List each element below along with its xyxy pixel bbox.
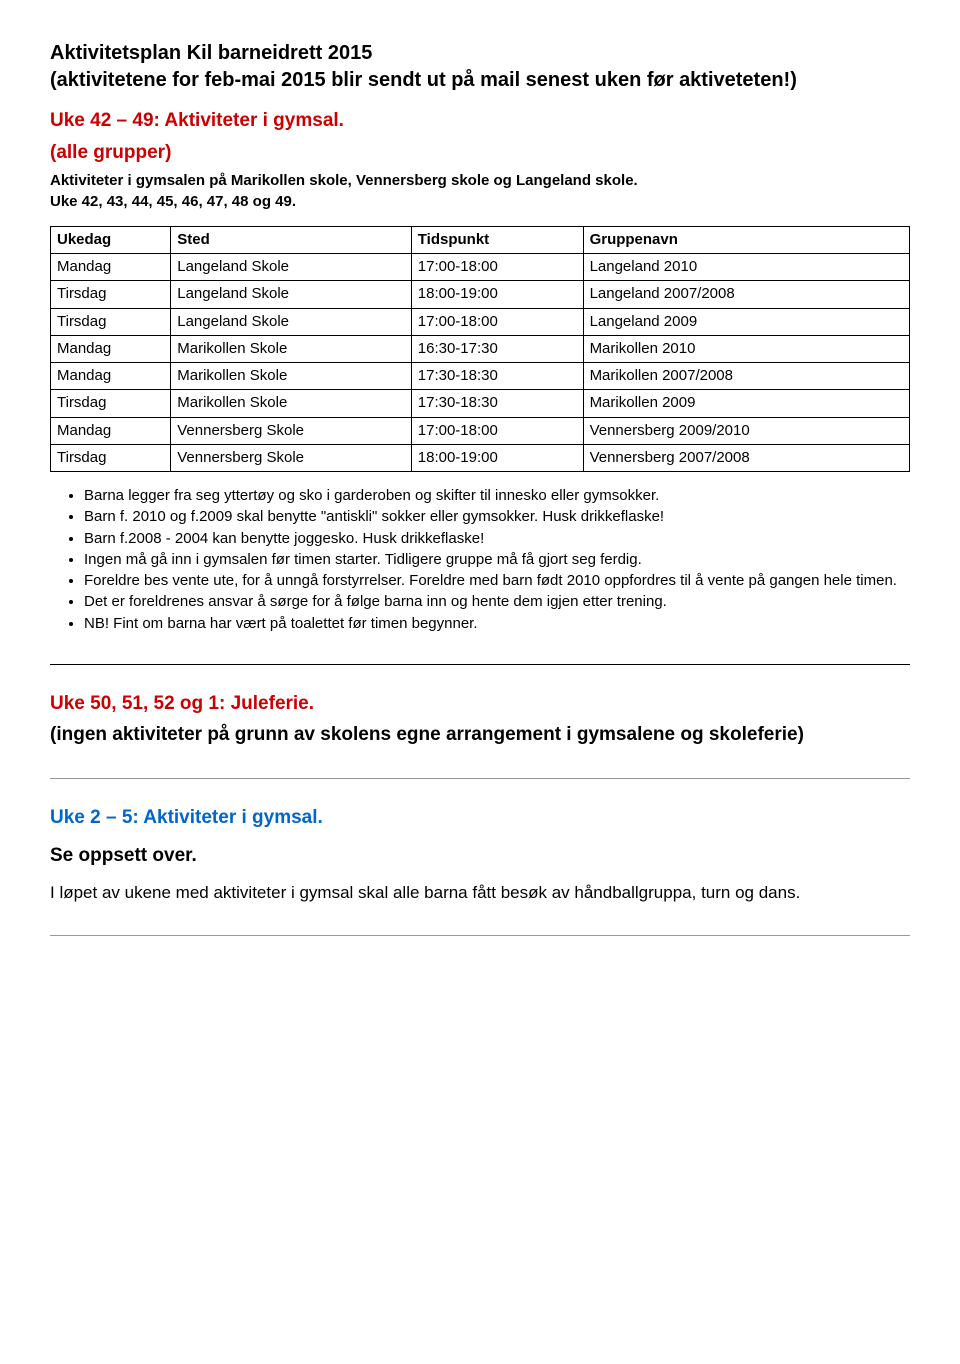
table-cell: Vennersberg 2007/2008	[583, 444, 909, 471]
table-cell: Mandag	[51, 363, 171, 390]
table-row: MandagVennersberg Skole17:00-18:00Venner…	[51, 417, 910, 444]
section3-para: I løpet av ukene med aktiviteter i gymsa…	[50, 882, 910, 905]
section2-sub: (ingen aktiviteter på grunn av skolens e…	[50, 722, 910, 748]
table-cell: 17:00-18:00	[411, 254, 583, 281]
table-cell: Langeland 2007/2008	[583, 281, 909, 308]
list-item: Barna legger fra seg yttertøy og sko i g…	[84, 486, 910, 506]
table-cell: Langeland Skole	[171, 308, 412, 335]
table-header-row: Ukedag Sted Tidspunkt Gruppenavn	[51, 226, 910, 253]
list-item: Det er foreldrenes ansvar å sørge for å …	[84, 592, 910, 612]
table-cell: Langeland 2009	[583, 308, 909, 335]
table-row: MandagMarikollen Skole17:30-18:30Marikol…	[51, 363, 910, 390]
doc-title-line1: Aktivitetsplan Kil barneidrett 2015	[50, 40, 910, 67]
divider-1	[50, 664, 910, 665]
table-cell: 18:00-19:00	[411, 281, 583, 308]
table-cell: 17:30-18:30	[411, 390, 583, 417]
th-ukedag: Ukedag	[51, 226, 171, 253]
list-item: Foreldre bes vente ute, for å unngå fors…	[84, 571, 910, 591]
section1-para2: Uke 42, 43, 44, 45, 46, 47, 48 og 49.	[50, 192, 910, 212]
list-item: NB! Fint om barna har vært på toalettet …	[84, 614, 910, 634]
table-cell: Mandag	[51, 254, 171, 281]
bullet-list: Barna legger fra seg yttertøy og sko i g…	[50, 486, 910, 634]
section3-title: Uke 2 – 5: Aktiviteter i gymsal.	[50, 805, 910, 831]
table-cell: 17:00-18:00	[411, 308, 583, 335]
table-cell: Mandag	[51, 335, 171, 362]
section2-title: Uke 50, 51, 52 og 1: Juleferie.	[50, 691, 910, 717]
section1-para1: Aktiviteter i gymsalen på Marikollen sko…	[50, 171, 910, 191]
table-cell: 16:30-17:30	[411, 335, 583, 362]
table-cell: Vennersberg Skole	[171, 444, 412, 471]
th-tidspunkt: Tidspunkt	[411, 226, 583, 253]
table-cell: Vennersberg 2009/2010	[583, 417, 909, 444]
section3-sub: Se oppsett over.	[50, 843, 910, 869]
table-cell: Langeland 2010	[583, 254, 909, 281]
table-cell: Langeland Skole	[171, 281, 412, 308]
table-cell: Marikollen 2010	[583, 335, 909, 362]
doc-title-line2: (aktivitetene for feb-mai 2015 blir send…	[50, 67, 910, 94]
schedule-table: Ukedag Sted Tidspunkt Gruppenavn MandagL…	[50, 226, 910, 472]
section1-title: Uke 42 – 49: Aktiviteter i gymsal.	[50, 108, 910, 134]
table-cell: Marikollen 2007/2008	[583, 363, 909, 390]
table-row: TirsdagLangeland Skole17:00-18:00Langela…	[51, 308, 910, 335]
table-cell: Marikollen Skole	[171, 390, 412, 417]
table-row: TirsdagLangeland Skole18:00-19:00Langela…	[51, 281, 910, 308]
table-cell: 18:00-19:00	[411, 444, 583, 471]
table-cell: 17:00-18:00	[411, 417, 583, 444]
table-cell: Tirsdag	[51, 390, 171, 417]
table-row: MandagLangeland Skole17:00-18:00Langelan…	[51, 254, 910, 281]
table-cell: Langeland Skole	[171, 254, 412, 281]
list-item: Barn f. 2010 og f.2009 skal benytte "ant…	[84, 507, 910, 527]
table-cell: Marikollen 2009	[583, 390, 909, 417]
table-cell: Marikollen Skole	[171, 335, 412, 362]
list-item: Ingen må gå inn i gymsalen før timen sta…	[84, 550, 910, 570]
table-row: TirsdagMarikollen Skole17:30-18:30Mariko…	[51, 390, 910, 417]
th-sted: Sted	[171, 226, 412, 253]
section1-subtitle: (alle grupper)	[50, 140, 910, 166]
table-row: MandagMarikollen Skole16:30-17:30Marikol…	[51, 335, 910, 362]
table-cell: Tirsdag	[51, 444, 171, 471]
table-cell: Tirsdag	[51, 281, 171, 308]
table-cell: 17:30-18:30	[411, 363, 583, 390]
th-gruppenavn: Gruppenavn	[583, 226, 909, 253]
divider-3	[50, 935, 910, 936]
divider-2	[50, 778, 910, 779]
table-cell: Mandag	[51, 417, 171, 444]
table-cell: Vennersberg Skole	[171, 417, 412, 444]
table-cell: Tirsdag	[51, 308, 171, 335]
table-cell: Marikollen Skole	[171, 363, 412, 390]
table-row: TirsdagVennersberg Skole18:00-19:00Venne…	[51, 444, 910, 471]
list-item: Barn f.2008 - 2004 kan benytte joggesko.…	[84, 529, 910, 549]
